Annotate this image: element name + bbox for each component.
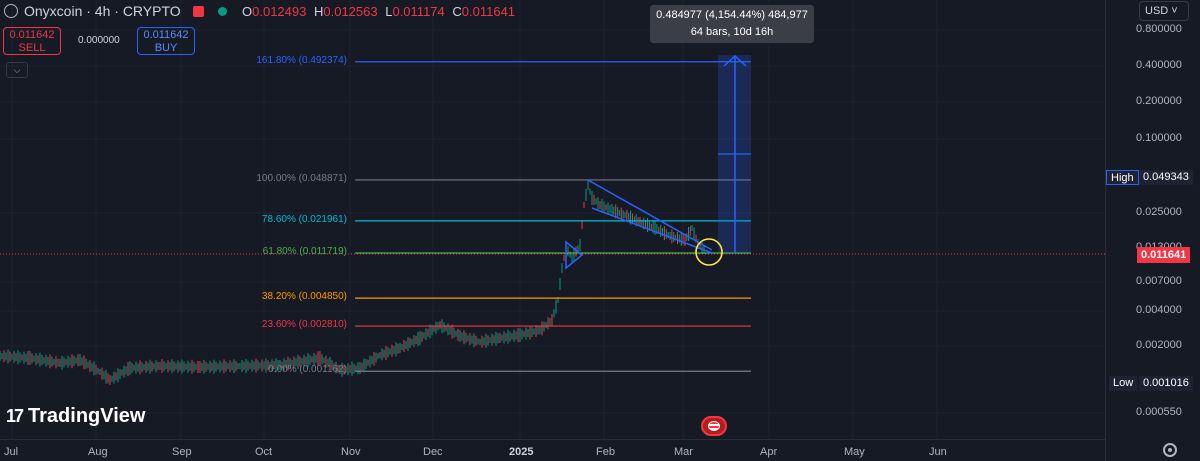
measure-change: 0.484977 (4,154.44%) 484,977: [656, 9, 808, 21]
high-label: H: [313, 4, 324, 19]
chart-canvas[interactable]: [0, 0, 1105, 439]
chevron-down-icon: ˅: [1171, 5, 1178, 17]
price-tick-label: 0.400000: [1136, 59, 1182, 71]
high-tag-value: 0.049343: [1139, 170, 1193, 185]
open-value: 0.012493: [252, 4, 307, 19]
flag-triangle: [565, 240, 584, 270]
chevron-down-icon: ⌵: [13, 65, 21, 75]
time-tick-label: Dec: [423, 446, 443, 458]
measure-arrowhead: [723, 54, 747, 67]
coin-logo-icon: [4, 4, 18, 18]
price-scale[interactable]: [1105, 0, 1200, 461]
symbol-legend[interactable]: Onyxcoin · 4h · CRYPTO: [4, 2, 227, 20]
sell-label: SELL: [18, 42, 46, 54]
time-tick-label: Mar: [674, 446, 693, 458]
time-tick-label: Jun: [929, 446, 947, 458]
low-label: L: [385, 4, 393, 19]
close-label: C: [452, 4, 462, 19]
flag-icon[interactable]: [192, 5, 204, 17]
price-tick-label: 0.100000: [1136, 132, 1182, 144]
buy-label: BUY: [154, 42, 178, 54]
flag-icon: [708, 421, 720, 431]
time-tick-label: Apr: [760, 446, 778, 458]
fib-level-label: 23.60% (0.002810): [261, 319, 347, 331]
price-tick-label: 0.200000: [1136, 95, 1182, 107]
time-tick-label: Feb: [596, 446, 615, 458]
symbol-title: Onyxcoin · 4h · CRYPTO: [24, 3, 181, 19]
close-value: 0.011641: [461, 4, 516, 19]
gear-icon[interactable]: [1163, 443, 1177, 457]
ohlc-values: O0.012493 H0.012563 L0.011174 C0.011641: [242, 4, 519, 19]
time-tick-label: Oct: [255, 446, 273, 458]
trendline-lower: [591, 207, 713, 254]
fib-level-label: 38.20% (0.004850): [261, 291, 347, 303]
price-tick-label: 0.004000: [1136, 304, 1182, 316]
market-status-icon: [217, 6, 227, 16]
fib-level-label: 78.60% (0.021961): [261, 213, 347, 225]
price-tick-label: 0.800000: [1136, 23, 1182, 35]
us-flag-news-icon[interactable]: [701, 416, 727, 436]
price-tick-label: 0.002000: [1136, 339, 1182, 351]
price-tick-label: 0.025000: [1136, 206, 1182, 218]
time-tick-label: Nov: [341, 446, 361, 458]
spread-value: 0.000000: [78, 35, 120, 46]
price-tick-label: 0.007000: [1136, 275, 1182, 287]
high-value: 0.012563: [323, 4, 378, 19]
low-tag-label: Low: [1109, 376, 1138, 391]
tradingview-logo[interactable]: 17 TradingView: [6, 405, 145, 428]
time-tick-label: Jul: [4, 446, 19, 458]
buy-button[interactable]: 0.011642 BUY: [137, 27, 195, 55]
last-price-tag: 0.011641: [1137, 247, 1191, 263]
time-tick-label: Aug: [88, 446, 108, 458]
fib-level-label: 61.80% (0.011719): [262, 246, 347, 257]
measure-tooltip: 0.484977 (4,154.44%) 484,977 64 bars, 10…: [650, 5, 814, 43]
high-tag-label: High: [1106, 170, 1139, 185]
measure-duration: 64 bars, 10d 16h: [690, 26, 774, 38]
low-value: 0.011174: [392, 4, 445, 19]
sell-price: 0.011642: [9, 29, 55, 41]
currency-label: USD: [1145, 5, 1169, 17]
fib-level-label: 100.00% (0.048871): [256, 172, 347, 184]
open-label: O: [242, 4, 253, 19]
brand-name: TradingView: [28, 405, 146, 427]
trendline-upper: [587, 179, 713, 251]
buy-price: 0.011642: [143, 29, 189, 41]
currency-selector[interactable]: USD ˅: [1139, 1, 1189, 21]
highlight-circle: [695, 238, 723, 266]
fib-level-label: 161.80% (0.492374): [256, 54, 347, 66]
tv-logo-icon: 17: [6, 406, 24, 426]
time-axis[interactable]: [0, 439, 1105, 461]
time-tick-label: Sep: [172, 446, 192, 458]
low-tag-value: 0.001016: [1139, 376, 1193, 391]
fib-level-label: 0.00% (0.001162): [268, 364, 347, 376]
time-tick-label: 2025: [509, 446, 534, 458]
price-tick-label: 0.000550: [1136, 406, 1182, 418]
time-tick-label: May: [844, 446, 865, 458]
collapse-legend-button[interactable]: ⌵: [6, 62, 28, 78]
sell-button[interactable]: 0.011642 SELL: [3, 27, 61, 55]
